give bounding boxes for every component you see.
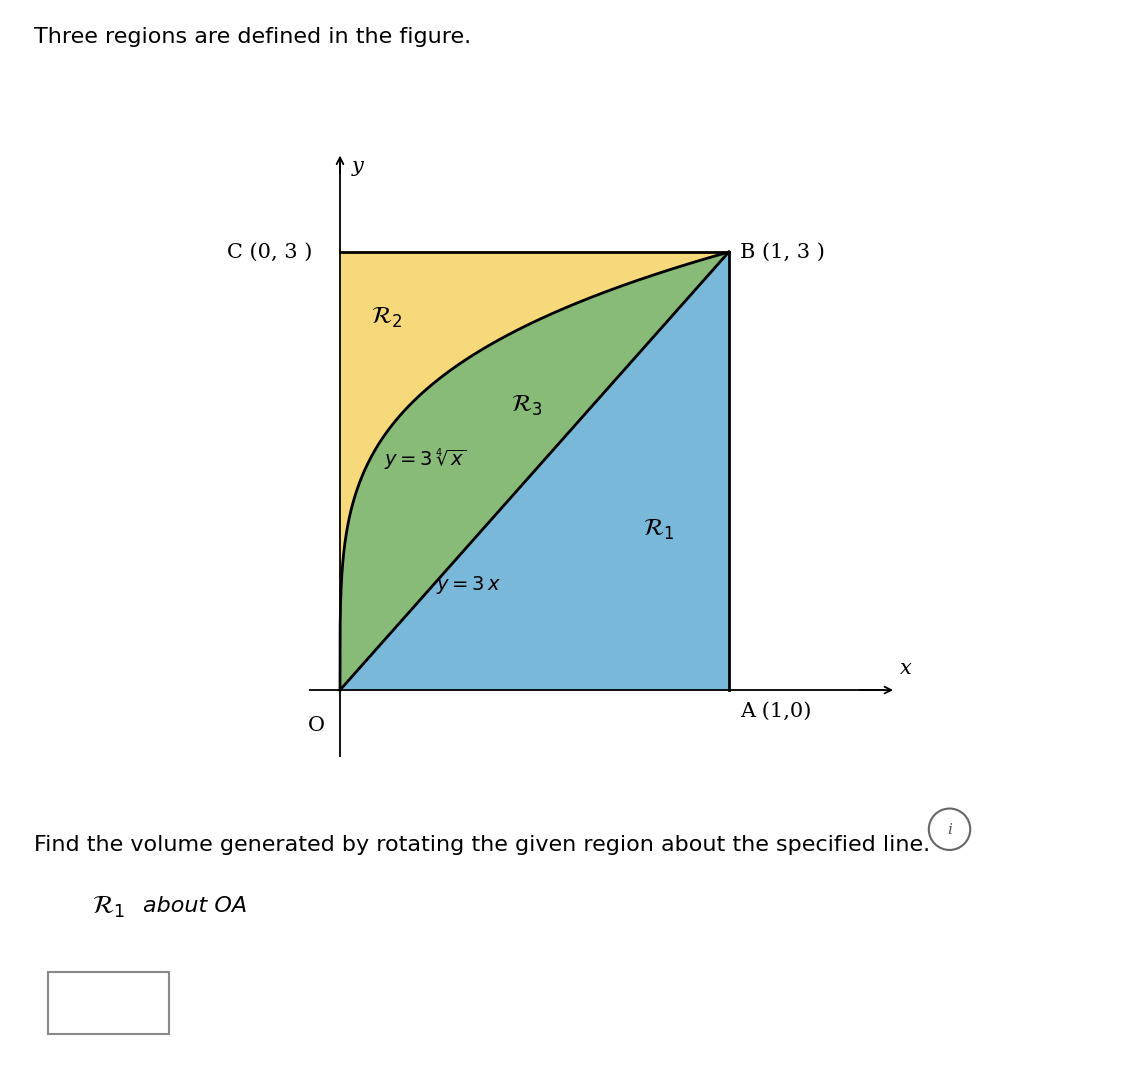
Polygon shape — [340, 253, 729, 690]
Text: $\mathcal{R}_3$: $\mathcal{R}_3$ — [511, 393, 542, 418]
Text: $\mathcal{R}_1$: $\mathcal{R}_1$ — [643, 517, 675, 542]
Text: i: i — [947, 823, 952, 837]
Text: $\mathcal{R}_1$: $\mathcal{R}_1$ — [93, 893, 125, 919]
Polygon shape — [340, 253, 729, 690]
Text: about OA: about OA — [143, 896, 247, 916]
Text: $y = 3\, x$: $y = 3\, x$ — [436, 574, 501, 596]
Text: y: y — [351, 157, 364, 177]
Text: B (1, 3 ): B (1, 3 ) — [740, 243, 825, 261]
Text: x: x — [900, 659, 912, 678]
Text: O: O — [308, 717, 325, 735]
Text: A (1,0): A (1,0) — [740, 702, 812, 721]
Text: Three regions are defined in the figure.: Three regions are defined in the figure. — [34, 27, 471, 47]
Text: $y = 3\,\sqrt[4]{x}$: $y = 3\,\sqrt[4]{x}$ — [384, 446, 467, 472]
Text: C (0, 3 ): C (0, 3 ) — [228, 243, 312, 261]
Text: $\mathcal{R}_2$: $\mathcal{R}_2$ — [371, 305, 403, 331]
Text: Find the volume generated by rotating the given region about the specified line.: Find the volume generated by rotating th… — [34, 835, 930, 855]
Polygon shape — [340, 253, 729, 690]
